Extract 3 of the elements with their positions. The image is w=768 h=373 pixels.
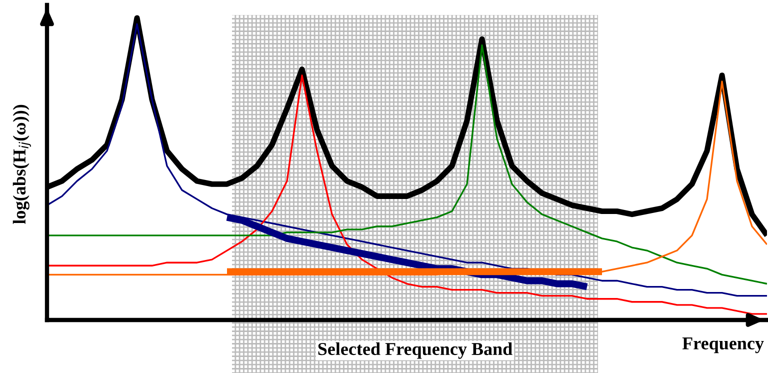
text: Selected Frequency Band bbox=[318, 342, 512, 359]
y-axis-title: log(abs(H$_{ij}$(ω))) bbox=[12, 104, 31, 224]
x-axis-title: Frequency bbox=[682, 337, 764, 354]
